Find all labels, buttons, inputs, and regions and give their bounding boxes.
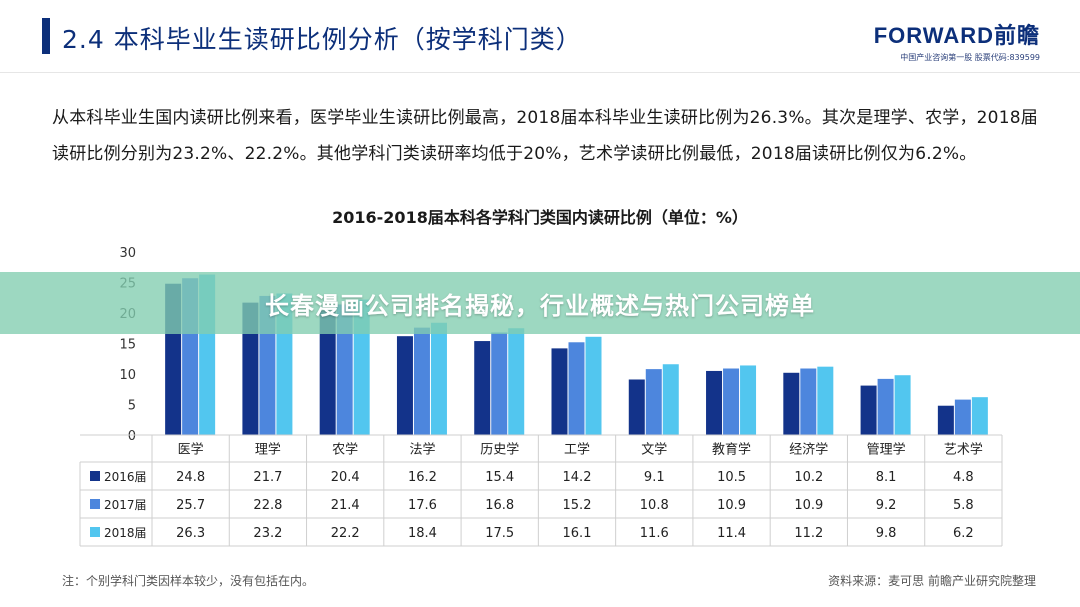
data-value: 9.2 [876,498,897,513]
bar [430,322,447,435]
data-value: 5.8 [953,498,974,513]
chart-title: 2016-2018届本科各学科门类国内读研比例（单位：%） [332,208,748,227]
bar [783,372,800,435]
category-label: 教育学 [712,442,751,458]
data-value: 11.4 [717,526,746,541]
data-value: 22.2 [331,526,360,541]
data-value: 10.5 [717,470,746,485]
bar [396,336,413,435]
category-label: 工学 [564,442,590,458]
overlay-banner: 长春漫画公司排名揭秘，行业概述与热门公司榜单 [0,272,1080,334]
bar [662,364,679,435]
data-value: 22.8 [253,498,282,513]
footer-source: 资料来源：麦可思 前瞻产业研究院整理 [828,574,1036,588]
category-label: 农学 [332,442,358,458]
bar [551,348,568,435]
data-value: 26.3 [176,526,205,541]
y-tick-label: 30 [119,246,136,261]
brand: FORWARD前瞻 中国产业咨询第一股 股票代码:839599 [874,18,1040,63]
header: 2.4 本科毕业生读研比例分析（按学科门类） FORWARD前瞻 中国产业咨询第… [0,0,1080,73]
legend-swatch [90,499,100,509]
category-label: 历史学 [480,442,519,458]
bar [740,365,757,435]
data-value: 23.2 [253,526,282,541]
data-value: 16.2 [408,470,437,485]
bar [585,336,602,435]
bar [937,405,954,435]
data-value: 18.4 [408,526,437,541]
data-value: 16.1 [563,526,592,541]
data-value: 11.6 [640,526,669,541]
bar [706,370,723,435]
data-value: 25.7 [176,498,205,513]
y-tick-label: 15 [119,338,136,353]
data-value: 10.9 [717,498,746,513]
page-title: 2.4 本科毕业生读研比例分析（按学科门类） [62,25,582,54]
data-value: 14.2 [563,470,592,485]
bar [645,369,662,435]
bar [491,332,508,435]
bar [508,328,525,435]
data-value: 4.8 [953,470,974,485]
data-value: 24.8 [176,470,205,485]
brand-logo: FORWARD前瞻 [873,23,1040,48]
data-value: 17.6 [408,498,437,513]
bar [628,379,645,435]
bar [413,327,430,435]
bar [860,385,877,435]
data-value: 10.9 [794,498,823,513]
data-value: 10.2 [794,470,823,485]
intro-paragraph: 从本科毕业生国内读研比例来看，医学毕业生读研比例最高，2018届本科毕业生读研比… [52,108,1038,164]
legend-swatch [90,471,100,481]
bar [894,375,911,435]
legend-swatch [90,527,100,537]
data-value: 20.4 [331,470,360,485]
data-value: 17.5 [485,526,514,541]
data-value: 11.2 [794,526,823,541]
data-table: 医学 理学 农学 法学 历史学 工学 文学 教育学 经济学 管理学 艺术学 2016届 24.8 21.7… [79,434,1003,547]
y-tick-label: 5 [128,399,136,414]
bar [971,397,988,435]
legend-label: 2016届 [104,470,147,484]
data-value: 21.7 [253,470,282,485]
footer-note: 注：个别学科门类因样本较少，没有包括在内。 [62,574,315,588]
bar [319,310,336,435]
category-label: 经济学 [789,442,828,458]
category-label: 理学 [255,442,281,458]
brand-subtitle: 中国产业咨询第一股 股票代码:839599 [900,53,1040,62]
bar [242,302,259,435]
data-value: 15.2 [563,498,592,513]
bar [877,378,894,435]
bar [954,399,971,435]
y-tick-label: 0 [128,429,136,444]
category-label: 文学 [641,442,667,458]
category-label: 管理学 [867,442,906,458]
data-value: 15.4 [485,470,514,485]
bar [817,366,834,435]
banner-text: 长春漫画公司排名揭秘，行业概述与热门公司榜单 [265,291,815,320]
bar [474,341,491,435]
bar [568,342,585,435]
bar [800,368,817,435]
bar [723,368,740,435]
y-tick-label: 10 [119,368,136,383]
data-value: 6.2 [953,526,974,541]
data-value: 21.4 [331,498,360,513]
category-label: 法学 [409,442,435,458]
header-accent-bar [42,18,50,54]
legend-label: 2018届 [104,526,147,540]
data-value: 10.8 [640,498,669,513]
data-value: 8.1 [876,470,897,485]
data-value: 9.1 [644,470,665,485]
category-label: 艺术学 [944,442,983,458]
bar [336,304,353,435]
category-label: 医学 [178,442,204,458]
data-value: 9.8 [876,526,897,541]
data-value: 16.8 [485,498,514,513]
legend-label: 2017届 [104,498,147,512]
